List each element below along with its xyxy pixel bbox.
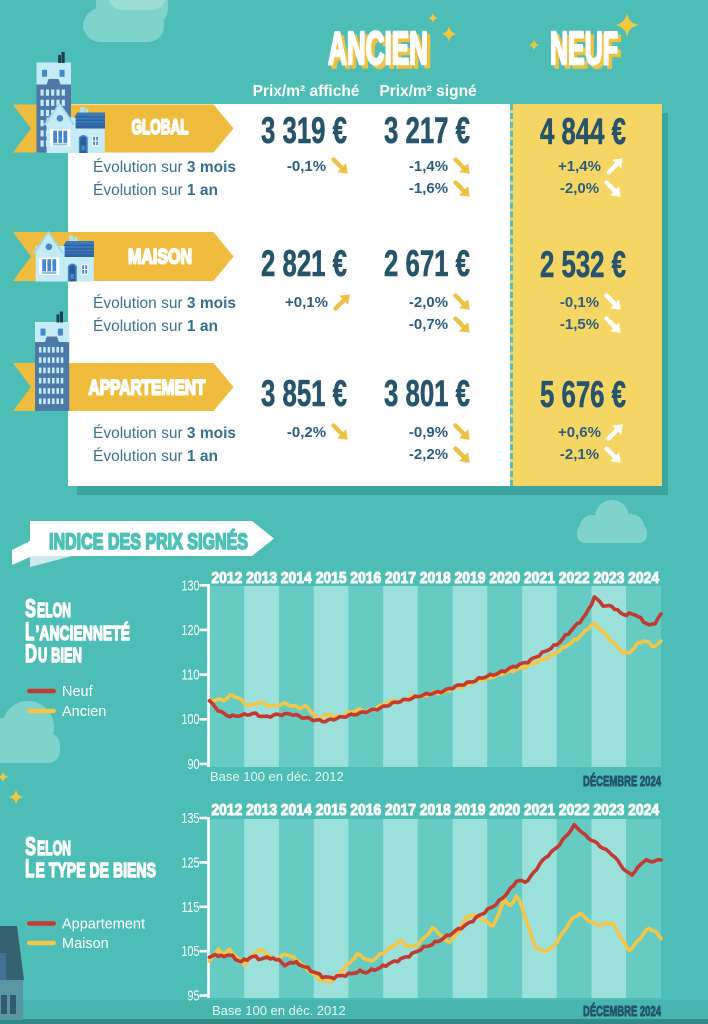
svg-text:2013: 2013 [246, 570, 277, 587]
svg-text:2017: 2017 [385, 802, 416, 819]
svg-text:130: 130 [182, 578, 200, 594]
svg-text:NEUF: NEUF [553, 25, 621, 77]
svg-text:Appartement: Appartement [62, 917, 145, 933]
svg-text:105: 105 [182, 944, 200, 960]
svg-text:ELON: ELON [37, 837, 71, 860]
svg-text:2 821 €: 2 821 € [261, 243, 347, 284]
svg-text:DÉCEMBRE 2024: DÉCEMBRE 2024 [583, 773, 661, 790]
svg-text:3 319 €: 3 319 € [261, 110, 347, 151]
svg-text:2018: 2018 [420, 802, 451, 819]
svg-text:2014: 2014 [281, 802, 312, 819]
svg-text:2024: 2024 [628, 570, 659, 587]
svg-text:2021: 2021 [524, 802, 555, 819]
svg-text:3 801 €: 3 801 € [384, 373, 470, 414]
svg-text:2016: 2016 [350, 802, 381, 819]
svg-text:ANCIEN: ANCIEN [328, 22, 428, 74]
svg-text:3 217 €: 3 217 € [384, 110, 470, 151]
svg-text:100: 100 [182, 712, 200, 728]
svg-text:GLOBAL: GLOBAL [132, 115, 189, 139]
svg-text:2020: 2020 [489, 570, 520, 587]
svg-text:2022: 2022 [559, 570, 590, 587]
svg-text:L: L [25, 618, 35, 646]
svg-text:Base 100 en déc. 2012: Base 100 en déc. 2012 [212, 1003, 346, 1018]
svg-text:2015: 2015 [316, 570, 347, 587]
svg-text:ANCIEN: ANCIEN [331, 25, 431, 77]
svg-text:DÉCEMBRE 2024: DÉCEMBRE 2024 [583, 1003, 661, 1020]
svg-text:115: 115 [182, 900, 200, 916]
svg-text:2023: 2023 [593, 570, 624, 587]
svg-text:L: L [25, 855, 35, 883]
svg-text:APPARTEMENT: APPARTEMENT [89, 376, 206, 400]
svg-text:’ANCIENNETÉ: ’ANCIENNETÉ [36, 622, 131, 645]
svg-text:2017: 2017 [385, 570, 416, 587]
svg-text:S: S [25, 595, 36, 623]
svg-text:2016: 2016 [350, 570, 381, 587]
svg-text:2022: 2022 [559, 802, 590, 819]
svg-text:110: 110 [182, 668, 200, 684]
svg-text:2 671 €: 2 671 € [384, 243, 470, 284]
svg-text:2012: 2012 [211, 570, 242, 587]
svg-text:D: D [25, 640, 37, 668]
svg-text:90: 90 [188, 757, 200, 773]
svg-text:4 844 €: 4 844 € [540, 111, 626, 152]
svg-text:2023: 2023 [593, 802, 624, 819]
svg-text:NEUF: NEUF [550, 22, 618, 74]
svg-text:120: 120 [182, 623, 200, 639]
svg-text:INDICE DES PRIX SIGNÉS: INDICE DES PRIX SIGNÉS [49, 529, 248, 554]
svg-text:125: 125 [182, 855, 200, 871]
svg-text:S: S [25, 833, 36, 861]
svg-text:2020: 2020 [489, 802, 520, 819]
svg-text:2 532 €: 2 532 € [540, 244, 626, 285]
svg-text:2018: 2018 [420, 570, 451, 587]
svg-text:E TYPE DE BIENS: E TYPE DE BIENS [36, 859, 157, 882]
svg-text:Prix/m² signé: Prix/m² signé [379, 83, 477, 100]
svg-text:2014: 2014 [281, 570, 312, 587]
svg-text:3 851 €: 3 851 € [261, 373, 347, 414]
svg-text:MAISON: MAISON [128, 245, 192, 269]
svg-text:2012: 2012 [211, 802, 242, 819]
svg-text:2021: 2021 [524, 570, 555, 587]
svg-text:2019: 2019 [455, 802, 486, 819]
svg-text:Maison: Maison [62, 936, 109, 952]
svg-text:95: 95 [188, 989, 200, 1005]
svg-text:2015: 2015 [316, 802, 347, 819]
svg-text:Neuf: Neuf [62, 684, 94, 700]
svg-text:5 676 €: 5 676 € [540, 374, 626, 415]
svg-text:Prix/m² affiché: Prix/m² affiché [253, 83, 360, 100]
svg-text:135: 135 [182, 811, 200, 827]
svg-text:2013: 2013 [246, 802, 277, 819]
svg-text:Ancien: Ancien [62, 704, 106, 720]
svg-text:2024: 2024 [628, 802, 659, 819]
svg-text:Base 100 en déc. 2012: Base 100 en déc. 2012 [210, 769, 344, 784]
svg-text:2019: 2019 [455, 570, 486, 587]
svg-text:ELON: ELON [37, 599, 71, 622]
svg-text:U BIEN: U BIEN [38, 644, 82, 667]
